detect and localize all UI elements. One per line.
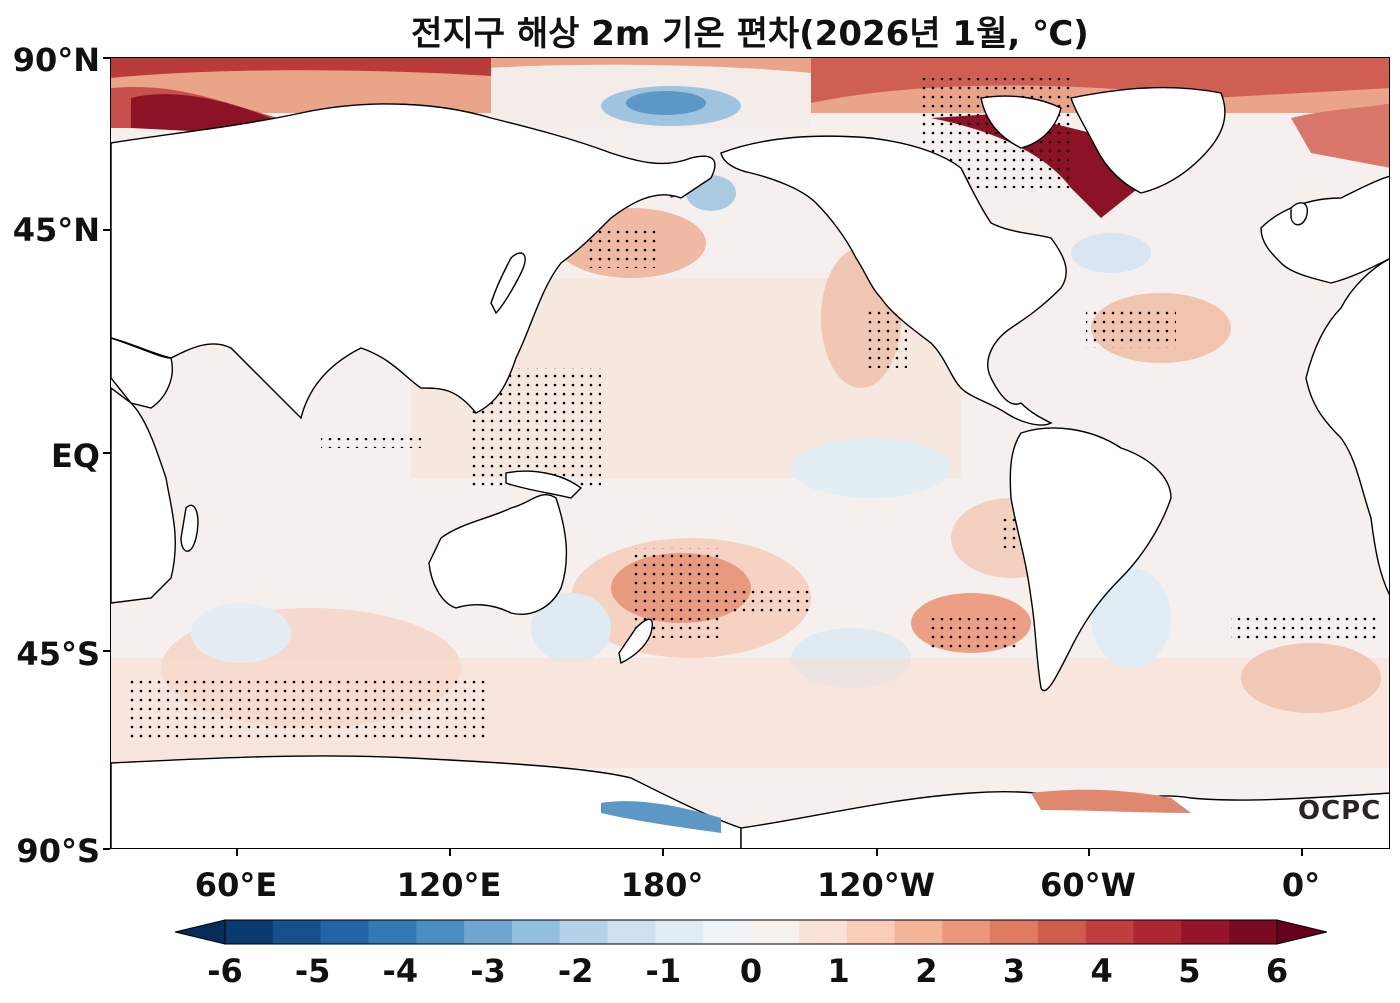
y-tick-label: EQ (50, 437, 100, 475)
colorbar-tick-label: -6 (207, 952, 243, 990)
x-tick (1301, 849, 1303, 856)
colorbar-cell (942, 920, 991, 944)
colorbar-under-arrow (175, 919, 226, 945)
x-tick (1088, 849, 1090, 856)
anomaly-map (111, 58, 1389, 848)
x-tick (449, 849, 451, 856)
x-tick-label: 120°E (396, 866, 502, 904)
arctic-anomalies (111, 58, 1389, 218)
y-tick-label: 45°N (12, 211, 100, 249)
y-tick (103, 650, 110, 652)
colorbar-cell (368, 920, 417, 944)
x-tick-label: 120°W (816, 866, 936, 904)
colorbar-cell (1085, 920, 1135, 944)
colorbar-cell (225, 920, 274, 944)
y-tick-label: 90°N (12, 41, 100, 79)
colorbar-over-arrow (1276, 919, 1327, 945)
colorbar-cells (225, 920, 1278, 944)
y-tick (103, 848, 110, 850)
colorbar-tick-label: -5 (294, 952, 331, 990)
x-tick (236, 849, 238, 856)
colorbar-tick-label: -1 (645, 952, 682, 990)
colorbar-tick-label: 0 (739, 952, 763, 990)
colorbar-cell (894, 920, 943, 944)
colorbar-cell (798, 920, 848, 944)
colorbar-cell (655, 920, 704, 944)
chart-title: 전지구 해상 2m 기온 편차(2026년 1월, ℃) (411, 14, 1089, 54)
x-tick-label: 60°E (194, 866, 278, 904)
colorbar-tick-label: -2 (557, 952, 594, 990)
colorbar-tick-label: 4 (1090, 952, 1113, 990)
colorbar-tick-label: 3 (1002, 952, 1026, 990)
x-tick-label: 0° (1281, 866, 1321, 904)
colorbar-cell (846, 920, 895, 944)
colorbar-cell (464, 920, 513, 944)
y-tick (103, 452, 110, 454)
land-masses (111, 86, 1389, 848)
colorbar-cell (703, 920, 752, 944)
colorbar-tick-label: -4 (382, 952, 419, 990)
antarctic-anomalies (601, 789, 1191, 833)
colorbar-cell (1133, 920, 1182, 944)
y-tick-label: 90°S (16, 832, 100, 870)
x-tick-label: 180° (620, 866, 704, 904)
colorbar-cell (272, 920, 322, 944)
colorbar-tick-label: 1 (827, 952, 850, 990)
x-tick-label: 60°W (1040, 866, 1136, 904)
colorbar-cell (320, 920, 369, 944)
colorbar-tick-label: 2 (915, 952, 938, 990)
colorbar-cell (511, 920, 561, 944)
colorbar-cell (607, 920, 656, 944)
colorbar-tick-label: -3 (470, 952, 506, 990)
colorbar-tick-label: 5 (1178, 952, 1201, 990)
colorbar-cell (1181, 920, 1230, 944)
colorbar-cell (1229, 920, 1278, 944)
x-tick (876, 849, 878, 856)
colorbar-cell (990, 920, 1039, 944)
colorbar-cell (751, 920, 800, 944)
map-panel (110, 57, 1390, 849)
colorbar-cell (1037, 920, 1087, 944)
x-tick (662, 849, 664, 856)
colorbar-cell (559, 920, 609, 944)
y-tick-label: 45°S (16, 635, 100, 673)
colorbar (175, 919, 1327, 945)
colorbar-cell (416, 920, 465, 944)
colorbar-tick-label: 6 (1265, 952, 1289, 990)
y-tick (103, 57, 110, 59)
ocpc-logo: OCPC (1298, 796, 1382, 826)
y-tick (103, 229, 110, 231)
